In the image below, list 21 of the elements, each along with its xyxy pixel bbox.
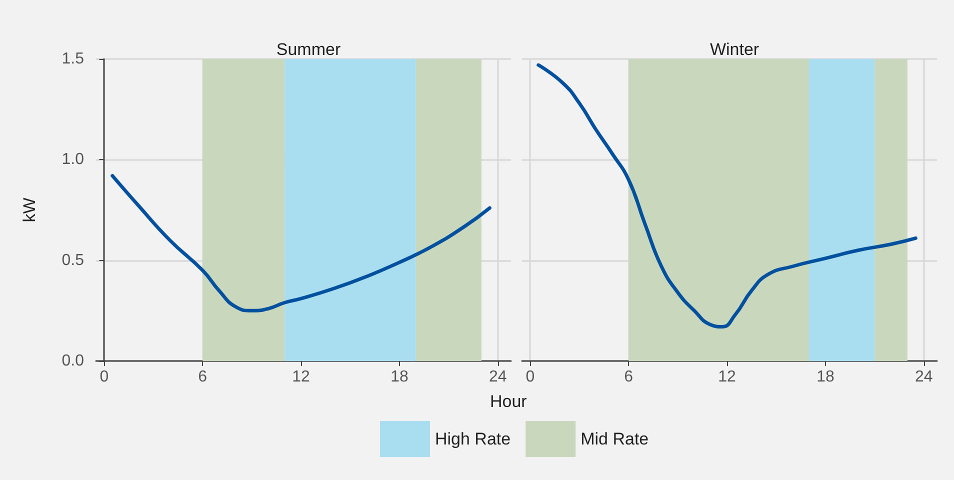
chart-title: Summer: [276, 40, 341, 59]
x-tick-label: 18: [390, 368, 408, 386]
y-axis-title: kW: [20, 198, 39, 222]
chart-title: Winter: [710, 40, 760, 59]
legend-label: Mid Rate: [580, 430, 649, 448]
x-axis-title: Hour: [490, 392, 528, 411]
x-tick-label: 24: [488, 368, 507, 386]
x-tick-label: 12: [292, 368, 310, 386]
y-tick-label: 0.5: [62, 252, 84, 269]
x-tick-label: 6: [198, 368, 208, 386]
x-tick-label: 0: [526, 368, 535, 386]
y-tick-label: 1.5: [62, 50, 84, 68]
x-tick-label: 12: [718, 368, 736, 386]
line-series: [110, 174, 492, 312]
y-tick-label: 0.0: [62, 352, 84, 370]
y-tick-label: 1.0: [62, 151, 84, 168]
x-tick-label: 6: [624, 368, 634, 386]
x-tick-label: 0: [100, 368, 109, 386]
x-tick-label: 18: [816, 368, 834, 386]
x-tick-label: 24: [914, 368, 933, 386]
legend-label: High Rate: [435, 430, 511, 448]
